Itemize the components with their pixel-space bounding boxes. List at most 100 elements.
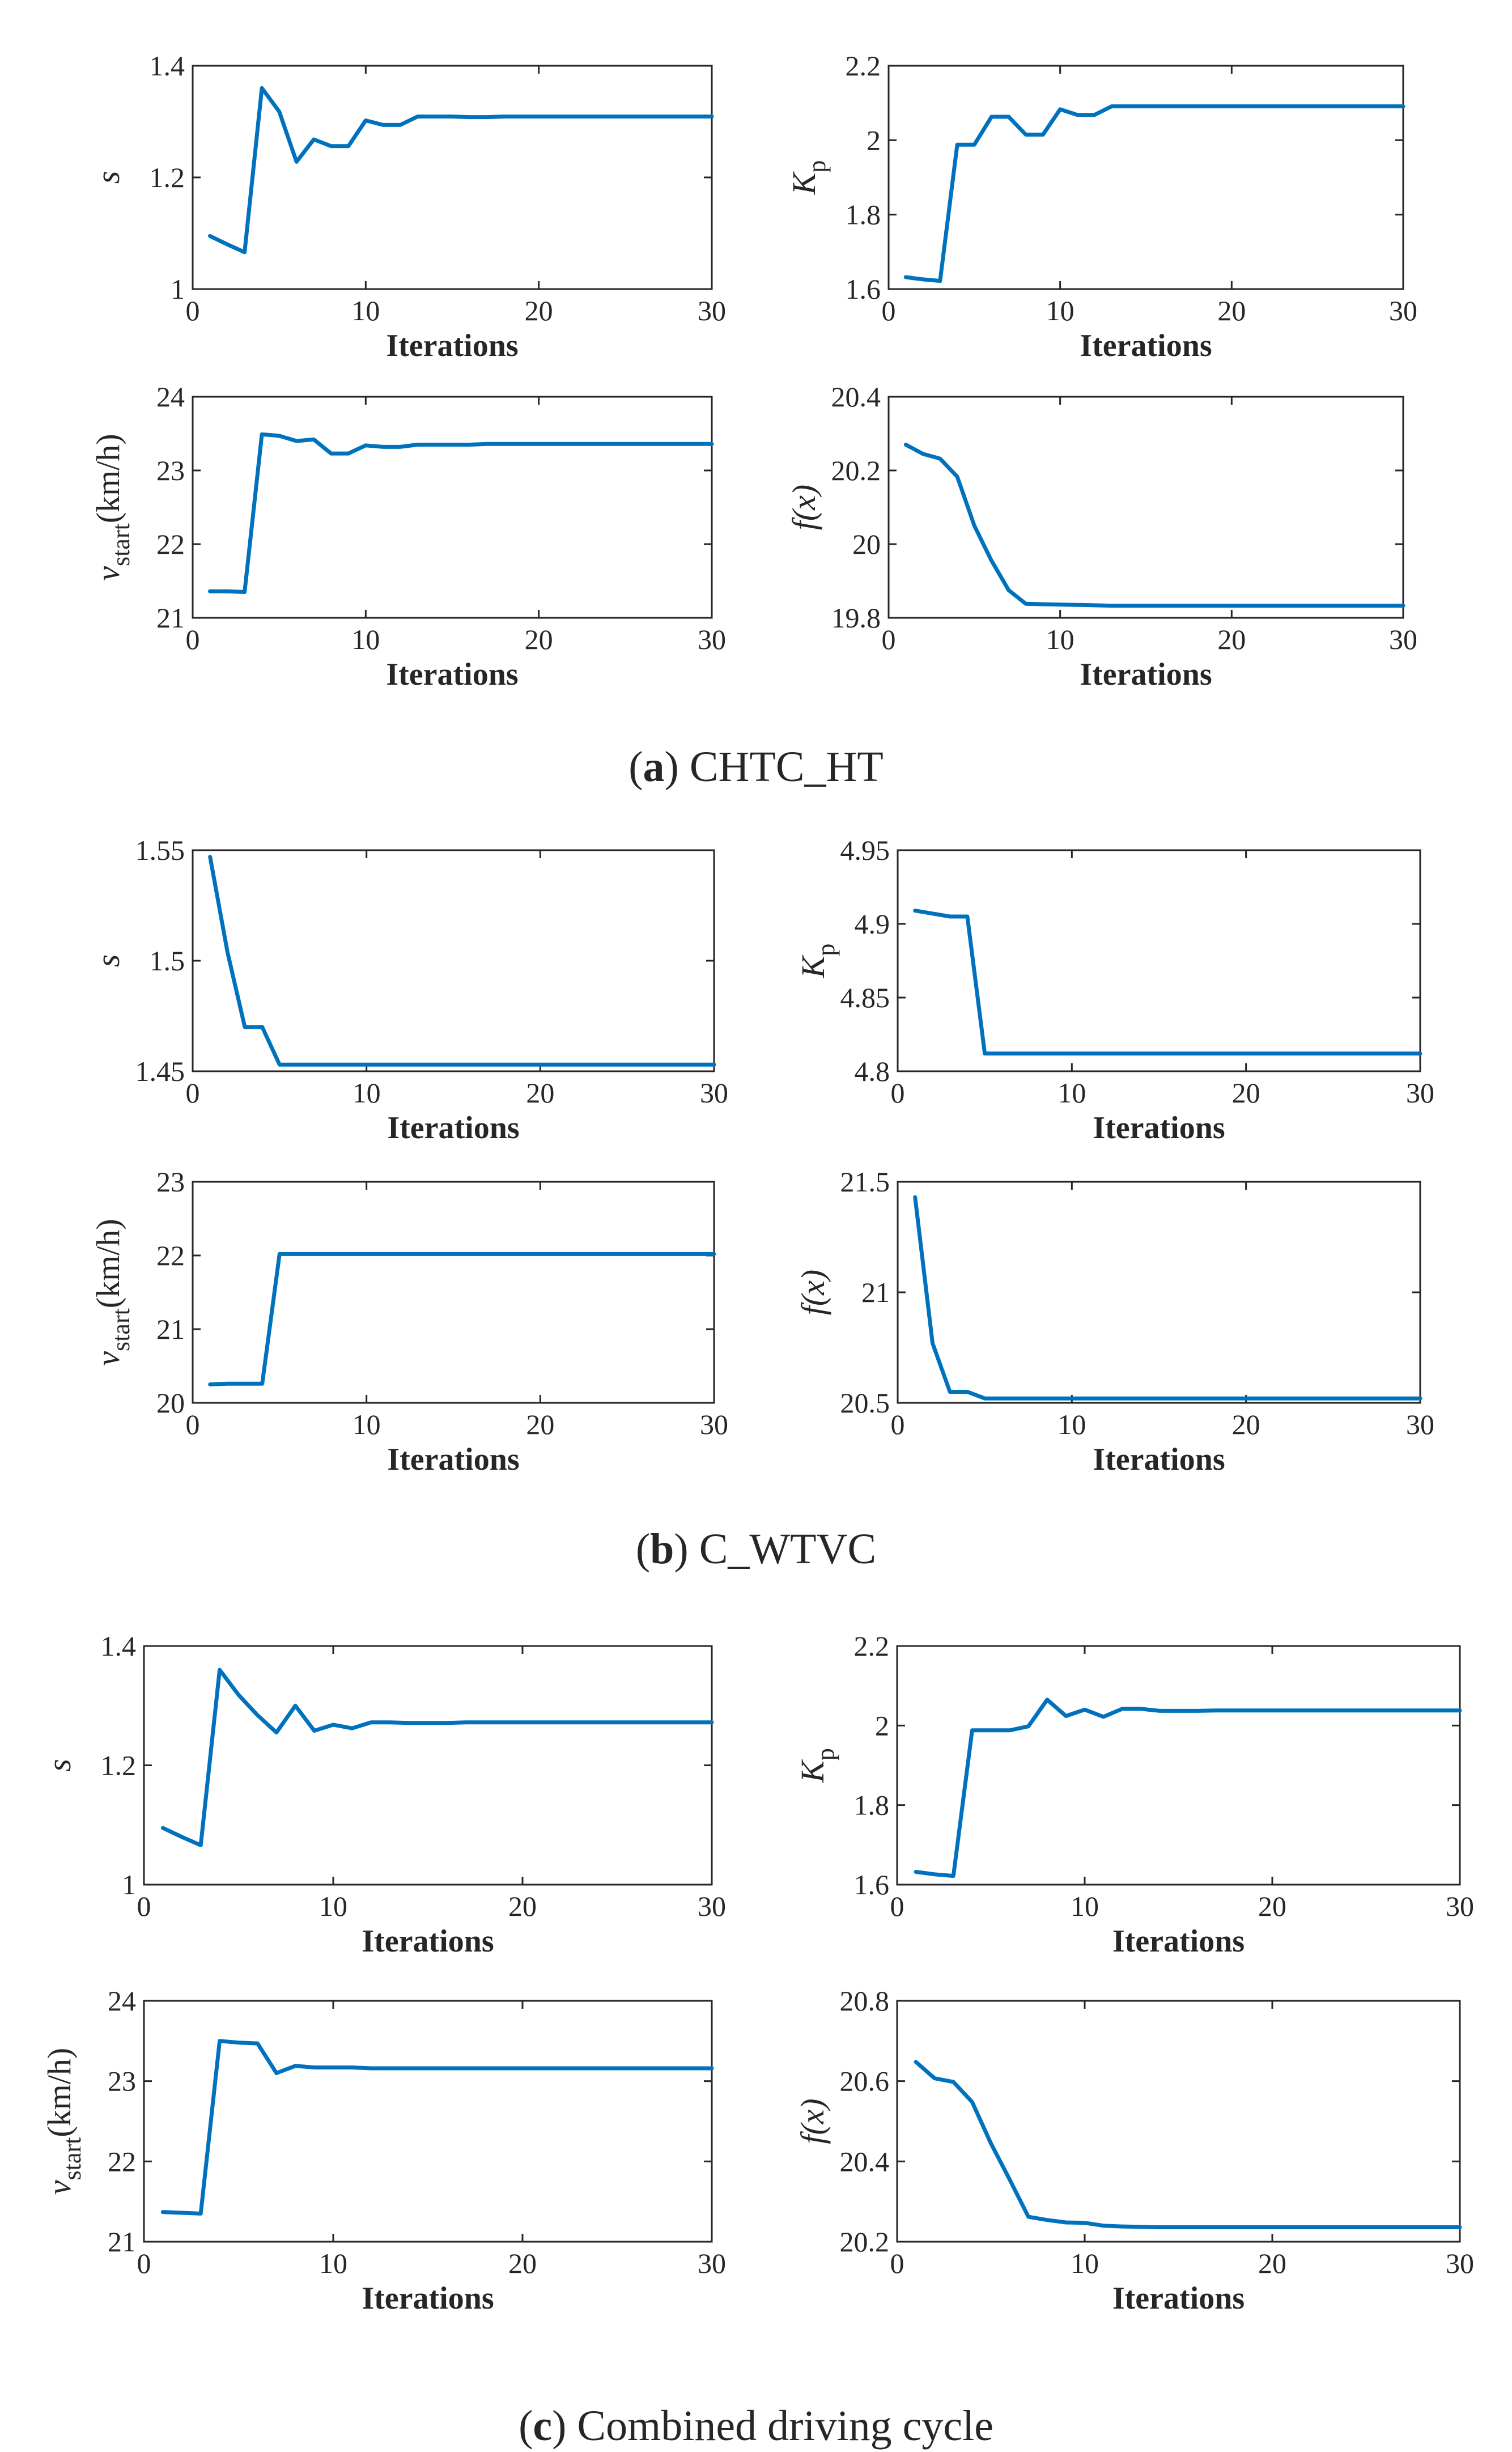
x-tick-label: 0	[186, 1409, 200, 1440]
y-tick-label: 1.2	[101, 1750, 137, 1781]
y-tick-label: 21	[108, 2226, 136, 2258]
y-tick-label: 1.55	[135, 834, 185, 866]
y-tick-label: 21	[156, 1313, 185, 1345]
x-tick-label: 20	[1217, 295, 1246, 326]
y-tick-label: 21	[861, 1276, 890, 1308]
caption-c: (c) Combined driving cycle	[519, 2402, 993, 2450]
y-tick-label: 1	[122, 1869, 136, 1900]
y-axis-label: vstart(km/h)	[90, 434, 135, 580]
chart-b-vstart: 0 10 20 30 20 21 22 23 Iterations vstart(km/h)	[90, 1166, 728, 1477]
y-tick-label: 19.8	[831, 602, 881, 634]
x-tick-label: 0	[882, 295, 896, 326]
axes-box	[897, 849, 1421, 1072]
x-tick-label: 10	[1046, 623, 1074, 655]
y-tick-label: 24	[156, 381, 185, 413]
x-axis-label: Iterations	[362, 2281, 494, 2316]
x-tick-label: 20	[525, 623, 553, 655]
chart-a-fx: 0 10 20 30 19.8 20 20.2 20.4 Iterations f(x)	[785, 381, 1417, 692]
series-line	[208, 855, 716, 1067]
y-tick-label: 21	[156, 602, 185, 634]
y-tick-label: 20	[156, 1387, 185, 1419]
y-tick-label: 1	[171, 273, 185, 305]
x-tick-label: 30	[1389, 295, 1417, 326]
x-axis-label: Iterations	[1080, 657, 1212, 692]
axes-box	[887, 396, 1404, 619]
x-tick-label: 0	[186, 295, 200, 326]
x-axis-label: Iterations	[1112, 1924, 1245, 1959]
x-axis-label: Iterations	[387, 1110, 519, 1146]
axes-box	[192, 1181, 715, 1404]
y-axis-label: s	[41, 1759, 78, 1772]
y-tick-label: 23	[156, 1166, 185, 1198]
x-tick-label: 0	[891, 1409, 905, 1440]
x-tick-label: 20	[526, 1409, 554, 1440]
axes-box	[896, 2000, 1461, 2243]
axes-box	[896, 1645, 1461, 1886]
x-axis-label: Iterations	[1093, 1442, 1225, 1477]
y-tick-label: 23	[108, 2065, 136, 2097]
axes-box	[887, 65, 1404, 290]
y-tick-label: 1.2	[150, 162, 185, 193]
axes-box	[192, 849, 715, 1072]
x-tick-label: 20	[508, 1890, 537, 1922]
y-tick-label: 4.9	[855, 908, 890, 940]
y-axis-label: s	[90, 955, 126, 968]
caption-a: (a) CHTC_HT	[628, 743, 884, 791]
series-line	[903, 104, 1405, 283]
x-tick-label: 10	[319, 1890, 347, 1922]
y-axis-label: f(x)	[795, 1270, 831, 1316]
x-tick-label: 30	[700, 1077, 728, 1109]
series-line	[208, 1252, 716, 1386]
y-tick-label: 2.2	[846, 50, 881, 82]
chart-a-s: 0 10 20 30 1 1.2 1.4 Iterations s	[90, 50, 726, 363]
x-tick-label: 20	[526, 1077, 554, 1109]
series-line	[913, 1195, 1422, 1401]
y-tick-label: 4.8	[855, 1055, 890, 1087]
x-tick-label: 30	[1389, 623, 1417, 655]
x-tick-label: 30	[1406, 1077, 1434, 1109]
x-tick-label: 0	[890, 2247, 904, 2279]
y-tick-label: 2	[867, 124, 881, 156]
x-axis-label: Iterations	[387, 1442, 519, 1477]
chart-c-fx: 0 10 20 30 20.2 20.4 20.6 20.8 Iterations f(x)	[794, 1985, 1474, 2316]
x-tick-label: 30	[700, 1409, 728, 1440]
chart-c-vstart: 0 10 20 30 21 22 23 24 Iterations vstart(km/h)	[41, 1985, 726, 2316]
y-tick-label: 22	[156, 528, 185, 560]
y-tick-label: 1.6	[846, 273, 881, 305]
y-axis-label: vstart(km/h)	[90, 1219, 135, 1365]
series-line	[208, 86, 714, 254]
x-tick-label: 0	[890, 1890, 904, 1922]
x-tick-label: 30	[698, 2247, 726, 2279]
y-tick-label: 2	[875, 1709, 889, 1741]
y-tick-label: 22	[156, 1240, 185, 1271]
y-tick-label: 20	[852, 528, 881, 560]
x-tick-label: 30	[698, 1890, 726, 1922]
series-line	[160, 2039, 714, 2216]
axes-box	[897, 1181, 1421, 1404]
series-line	[160, 1668, 714, 1847]
y-tick-label: 2.2	[854, 1630, 890, 1662]
x-tick-label: 10	[1071, 2247, 1099, 2279]
y-tick-label: 1.4	[101, 1630, 137, 1662]
y-tick-label: 4.85	[840, 982, 890, 1013]
y-tick-label: 23	[156, 455, 185, 486]
x-tick-label: 0	[186, 623, 200, 655]
x-tick-label: 0	[137, 1890, 151, 1922]
x-tick-label: 10	[352, 1077, 381, 1109]
y-tick-label: 1.8	[854, 1789, 890, 1821]
y-tick-label: 1.6	[854, 1869, 890, 1900]
y-tick-label: 21.5	[840, 1166, 890, 1198]
chart-c-kp: 0 10 20 30 1.6 1.8 2 2.2 Iterations Kp	[794, 1630, 1474, 1959]
x-tick-label: 0	[882, 623, 896, 655]
series-line	[903, 443, 1405, 608]
x-tick-label: 10	[1046, 295, 1074, 326]
y-axis-label: Kp	[794, 1748, 839, 1783]
x-tick-label: 20	[1217, 623, 1246, 655]
y-tick-label: 20.5	[840, 1387, 890, 1419]
y-axis-label: Kp	[795, 944, 840, 979]
x-tick-label: 20	[1232, 1077, 1260, 1109]
x-tick-label: 0	[137, 2247, 151, 2279]
x-tick-label: 30	[1446, 1890, 1474, 1922]
y-axis-label: s	[90, 171, 126, 184]
